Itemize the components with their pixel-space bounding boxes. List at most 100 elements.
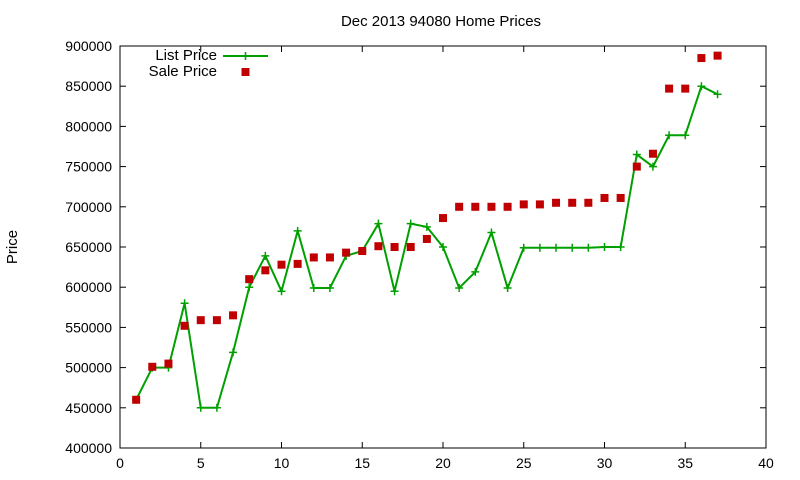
sale-price-point	[648, 149, 657, 158]
list-price-point	[455, 284, 464, 293]
sale-price-point	[293, 259, 302, 268]
sale-price-point	[309, 253, 318, 262]
sale-price-point	[422, 234, 431, 243]
y-tick-label: 850000	[65, 78, 112, 94]
list-price-point	[406, 219, 415, 228]
sale-price-point	[358, 247, 367, 256]
list-price-point	[519, 243, 528, 252]
sale-price-point	[471, 202, 480, 211]
y-tick-label: 550000	[65, 319, 112, 335]
y-tick-label: 450000	[65, 400, 112, 416]
list-price-point	[439, 243, 447, 251]
sale-price-point	[277, 260, 286, 269]
y-tick-label: 700000	[65, 199, 112, 215]
sale-price-point	[245, 275, 254, 284]
list-price-point	[697, 82, 706, 91]
list-price-point	[713, 90, 722, 99]
list-price-point	[245, 283, 254, 292]
y-tick-label: 500000	[65, 360, 112, 376]
list-price-point	[487, 228, 496, 237]
list-price-point	[277, 287, 286, 296]
list-price-point	[648, 162, 657, 171]
sale-price-point	[552, 198, 561, 207]
series-sale-price	[132, 51, 722, 404]
x-axis: 0 5 10 15 20 25 30 35 40	[116, 46, 774, 471]
list-price-point	[212, 403, 221, 412]
sale-price-point	[455, 202, 464, 211]
list-price-line	[135, 84, 718, 409]
y-tick-label: 400000	[65, 440, 112, 456]
sale-price-point	[519, 200, 528, 209]
series-list-price	[132, 82, 722, 412]
list-price-point	[584, 243, 593, 252]
sale-price-point	[342, 248, 351, 257]
list-price-point	[632, 150, 641, 159]
x-tick-label: 35	[677, 455, 693, 471]
sale-price-point	[261, 266, 270, 275]
sale-price-point	[487, 202, 496, 211]
list-price-point	[293, 226, 302, 235]
x-tick-label: 5	[197, 455, 205, 471]
sale-price-point	[148, 362, 157, 371]
list-price-point	[325, 284, 334, 293]
sale-price-point	[390, 243, 399, 251]
sale-price-point	[212, 316, 221, 325]
sale-price-point	[568, 198, 577, 207]
list-price-point	[568, 243, 577, 252]
list-price-point	[180, 299, 189, 308]
legend-marker-list-price	[241, 52, 250, 60]
sale-price-point	[681, 84, 690, 93]
list-price-point	[422, 222, 431, 231]
list-price-point	[390, 287, 399, 296]
sale-price-point	[535, 200, 544, 209]
sale-price-point	[180, 321, 189, 330]
x-tick-label: 0	[116, 455, 124, 471]
sale-price-point	[616, 193, 625, 202]
series-layer	[132, 51, 722, 412]
list-price-point	[309, 284, 318, 293]
legend-marker-sale-price	[241, 68, 250, 76]
sale-price-point	[406, 243, 415, 251]
chart-title: Dec 2013 94080 Home Prices	[341, 13, 541, 30]
sale-price-point	[374, 242, 383, 251]
sale-price-point	[632, 162, 641, 171]
list-price-point	[471, 267, 480, 276]
sale-price-point	[503, 202, 512, 211]
sale-price-point	[600, 193, 609, 202]
list-price-point	[616, 243, 625, 251]
x-tick-label: 20	[435, 455, 451, 471]
list-price-point	[503, 284, 512, 293]
x-tick-label: 30	[597, 455, 613, 471]
list-price-point	[229, 348, 238, 357]
sale-price-point	[164, 359, 173, 368]
sale-price-point	[325, 253, 334, 262]
x-tick-label: 25	[516, 455, 532, 471]
list-price-point	[261, 251, 270, 260]
list-price-point	[665, 131, 674, 140]
list-price-point	[196, 403, 205, 412]
sale-price-point	[439, 214, 447, 223]
sale-price-point	[697, 54, 706, 63]
x-tick-label: 40	[758, 455, 774, 471]
sale-price-point	[229, 311, 238, 320]
legend-label-sale-price: Sale Price	[149, 63, 217, 80]
sale-price-point	[584, 198, 593, 207]
y-axis: 400000 450000 500000 550000 600000 650000 7000…	[65, 38, 766, 456]
sale-price-point	[196, 316, 205, 325]
y-tick-label: 900000	[65, 38, 112, 54]
legend-label-list-price: List Price	[155, 47, 217, 64]
x-tick-label: 10	[274, 455, 290, 471]
list-price-point	[374, 219, 383, 228]
sale-price-point	[713, 51, 722, 60]
sale-price-point	[665, 84, 674, 93]
y-axis-label: Price	[4, 230, 21, 264]
sale-price-point	[132, 395, 141, 404]
list-price-point	[681, 131, 690, 140]
list-price-point	[600, 243, 609, 251]
y-tick-label: 600000	[65, 279, 112, 295]
y-tick-label: 800000	[65, 118, 112, 134]
list-price-point	[552, 243, 561, 252]
list-price-point	[535, 243, 544, 252]
